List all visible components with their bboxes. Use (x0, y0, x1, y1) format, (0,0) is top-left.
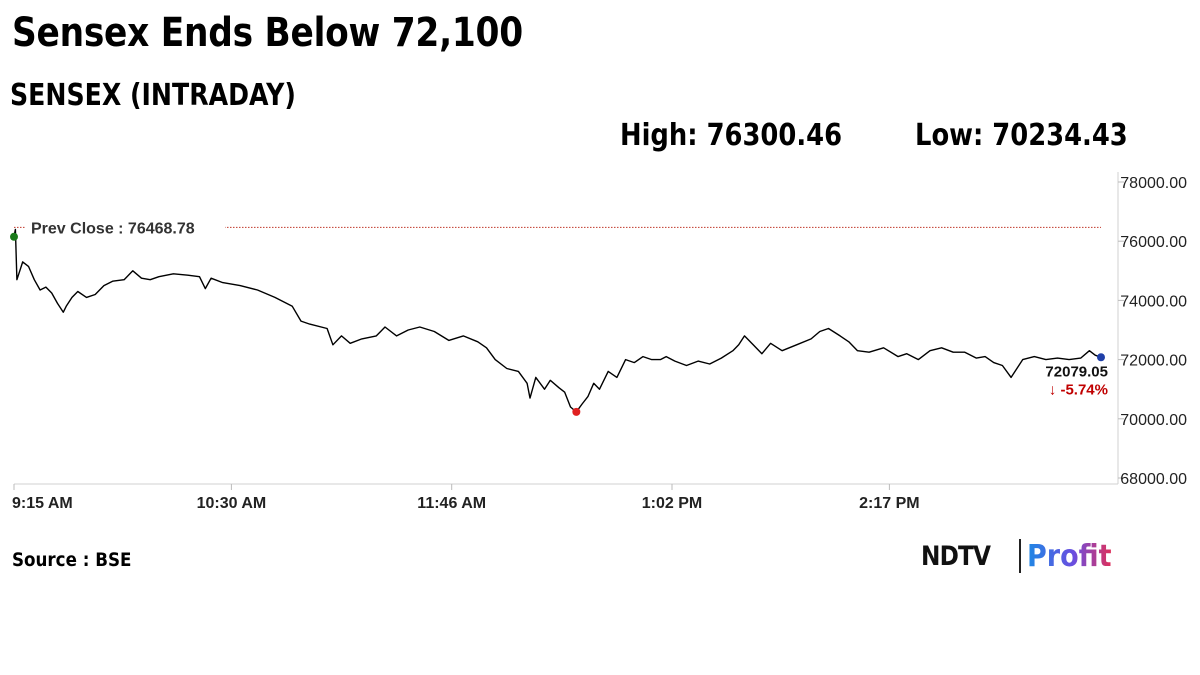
last-change-label: ↓ -5.74% (1049, 381, 1108, 398)
y-tick-label: 68000.00 (1120, 471, 1187, 488)
high-value: High: 76300.46 (620, 118, 843, 153)
chart-title: SENSEX (INTRADAY) (10, 78, 296, 113)
price-line (13, 228, 1102, 413)
low-value: Low: 70234.43 (915, 118, 1128, 153)
low-marker (572, 407, 581, 416)
y-tick-label: 76000.00 (1120, 234, 1187, 251)
y-tick-label: 74000.00 (1120, 293, 1187, 310)
last-marker (1097, 353, 1105, 362)
logo-ndtv-text: NDTV (921, 540, 991, 572)
x-tick-label: 1:02 PM (642, 495, 702, 512)
y-tick-label: 70000.00 (1120, 412, 1187, 429)
logo-profit-text: Profit (1027, 538, 1112, 574)
intraday-chart: 78000.00 76000.00 74000.00 72000.00 70000.00… (10, 172, 1187, 512)
x-tick-label: 11:46 AM (417, 495, 486, 512)
prev-close-label-bg (25, 216, 225, 239)
x-tick-label: 10:30 AM (197, 495, 267, 512)
logo-divider (1019, 539, 1021, 573)
y-tick-label: 78000.00 (1120, 175, 1187, 192)
ndtv-profit-logo: NDTV Profit (921, 536, 1121, 576)
y-tick-label: 72000.00 (1120, 353, 1187, 370)
open-marker (10, 232, 18, 241)
x-tick-label: 9:15 AM (12, 495, 73, 512)
x-tick-label: 2:17 PM (859, 495, 919, 512)
prev-close-label: Prev Close : 76468.78 (31, 220, 195, 237)
source-label: Source : BSE (12, 549, 132, 571)
headline: Sensex Ends Below 72,100 (12, 10, 523, 56)
last-value-label: 72079.05 (1045, 363, 1108, 380)
